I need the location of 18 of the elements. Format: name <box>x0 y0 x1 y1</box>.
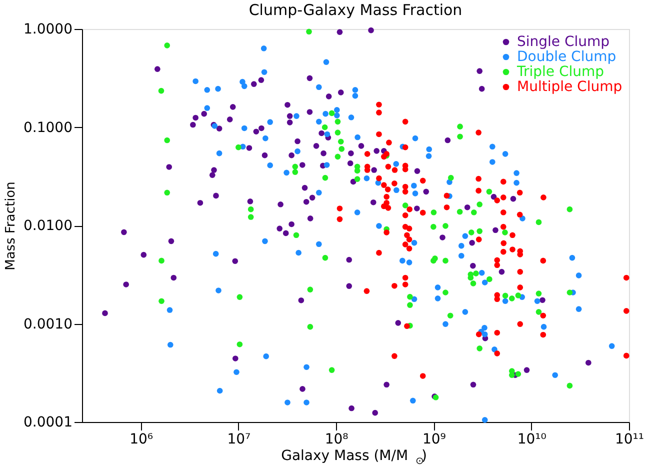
y-tick-label: 0.0001 <box>24 414 72 430</box>
y-axis-title: Mass Fraction <box>4 182 19 270</box>
x-axis-title: Galaxy Mass (M/M⊙) <box>281 448 427 466</box>
y-tick-label: 0.1000 <box>24 120 72 136</box>
y-tick-label: 0.0100 <box>24 218 72 234</box>
x-tick-label: 10¹¹ <box>614 432 644 448</box>
y-tick-label: 0.0010 <box>24 316 72 332</box>
legend-label: Single Clump <box>517 34 610 50</box>
x-tick-label: 10⁹ <box>422 432 446 448</box>
x-tick-label: 10⁸ <box>324 432 349 448</box>
x-tick-label: 10⁶ <box>130 432 154 448</box>
x-tick-label: 10¹⁰ <box>517 432 547 448</box>
legend-label: Multiple Clump <box>517 79 622 95</box>
chart-title: Clump-Galaxy Mass Fraction <box>248 1 462 19</box>
x-tick-label: 10⁷ <box>227 432 251 448</box>
legend-label: Double Clump <box>517 49 616 65</box>
y-tick-label: 1.0000 <box>24 22 72 38</box>
legend-label: Triple Clump <box>516 64 604 80</box>
